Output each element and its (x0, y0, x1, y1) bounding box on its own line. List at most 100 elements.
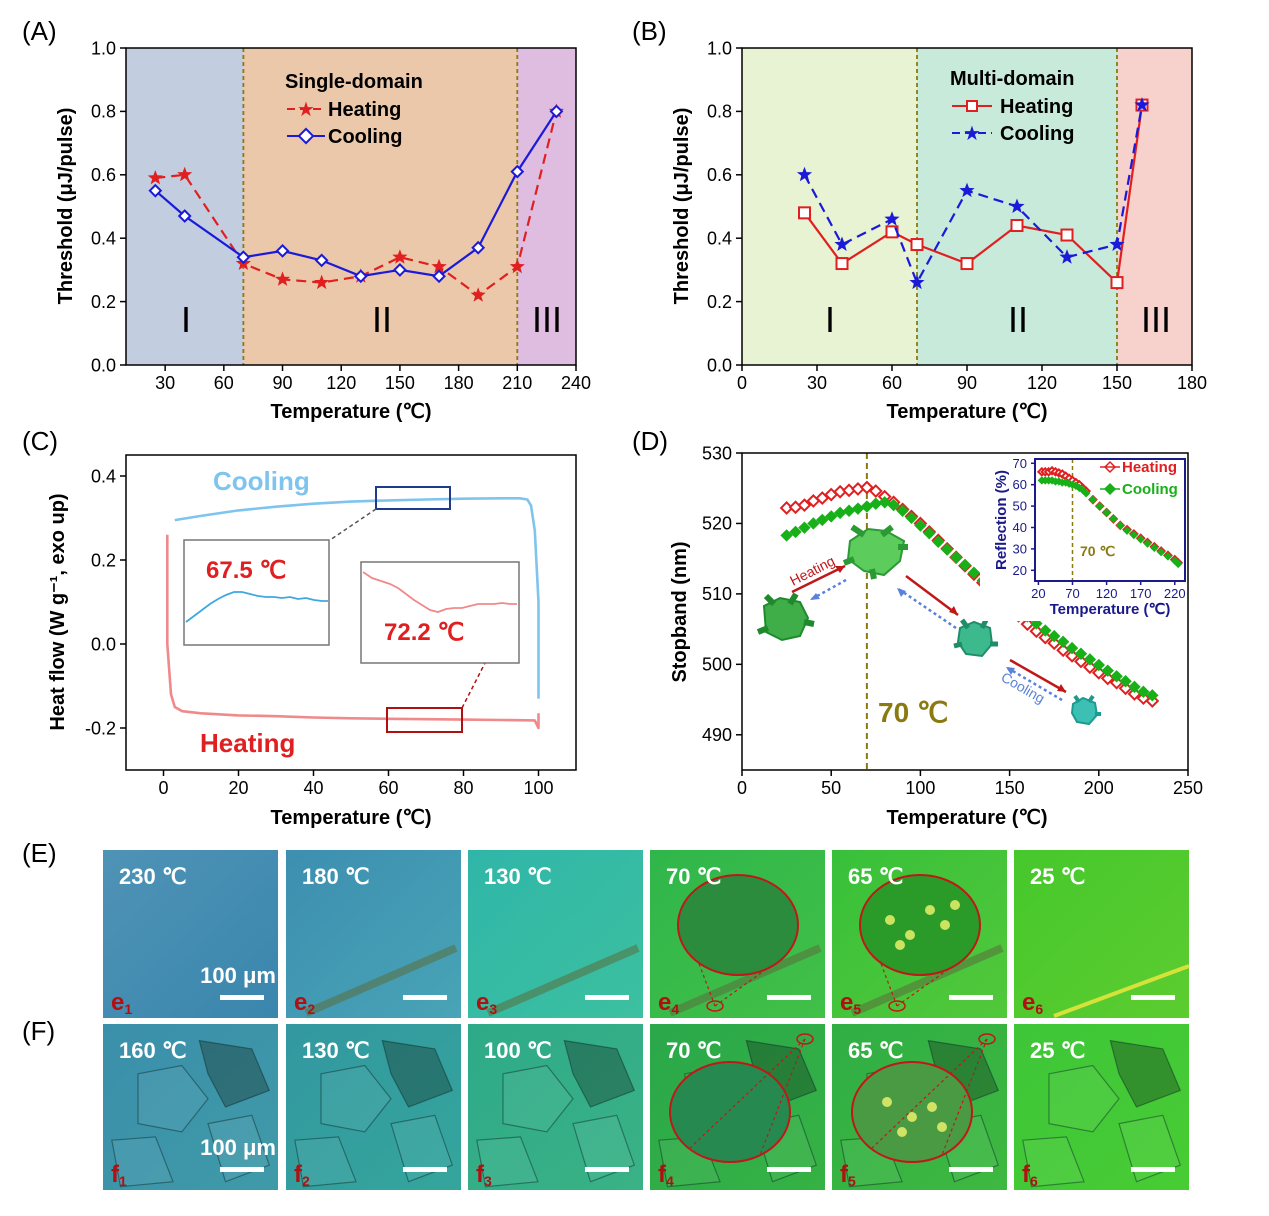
cooling-point (816, 513, 829, 527)
region-label-i: I (181, 299, 191, 340)
cooling-point (834, 236, 850, 251)
y-tick-label: 0.4 (91, 466, 116, 486)
inset-frame (1034, 458, 1186, 582)
x-tick-label: 30 (155, 373, 175, 393)
inset-cooling-point (1081, 489, 1091, 498)
legend-title: Single-domain (285, 71, 423, 93)
y-tick-label: 0.4 (707, 229, 732, 249)
molecule-mid (953, 618, 998, 658)
cooling-point (1101, 664, 1114, 677)
cooling-point (878, 496, 891, 509)
image-id: e3 (476, 989, 497, 1017)
micrograph-image (286, 850, 461, 1018)
zoom-connector (689, 1038, 806, 1149)
scale-bar (767, 995, 811, 1000)
image-id-sub: 4 (666, 1173, 674, 1189)
x-tick-label: 210 (502, 373, 532, 393)
bright-spot (885, 915, 895, 925)
heating-arrow-2 (905, 575, 959, 616)
cooling-point (789, 525, 802, 539)
micrograph-image (103, 850, 278, 1018)
zoom-connector (879, 960, 898, 1007)
x-tick-label: 40 (303, 778, 323, 798)
x-tick-label: 60 (378, 778, 398, 798)
x-tick-label: 240 (561, 373, 591, 393)
cooling-arrow-label: Cooling (999, 669, 1048, 707)
y-tick-label: 20 (1013, 563, 1027, 578)
micrograph-e1: 230 ℃ e1 100 μm (103, 850, 278, 1018)
y-tick-label: 60 (1013, 477, 1027, 492)
cooling-curve-label: Cooling (213, 466, 310, 496)
bright-spot (895, 940, 905, 950)
x-tick-label: 220 (1164, 586, 1186, 601)
inset-cooling-point (1136, 535, 1145, 544)
panel-a-chart: 30 60 90 120 150 180 210 2400.00.20.40.60.81.0 … (55, 38, 591, 423)
cooling-point (780, 529, 793, 542)
cooling-point (949, 551, 963, 564)
grain (381, 1039, 454, 1108)
molecule-small (1070, 694, 1101, 726)
region-3 (517, 48, 576, 365)
image-id-sub: 2 (307, 1001, 315, 1017)
micrograph-e2: 180 ℃ e2 (286, 850, 461, 1018)
y-tick-label: -0.2 (85, 718, 116, 738)
region-1 (126, 48, 244, 365)
cooling-point (510, 164, 525, 179)
scale-bar-label: 100 μm (200, 1135, 276, 1160)
x-tick-label: 170 (1130, 586, 1152, 601)
cooling-curve (174, 496, 540, 699)
grain (502, 1064, 574, 1133)
cooling-point (1109, 236, 1125, 251)
region-label-iii: III (1141, 299, 1171, 340)
temperature-label: 180 ℃ (302, 864, 370, 889)
region-label-iii: III (532, 299, 562, 340)
chart-series (147, 103, 564, 302)
cooling-point (923, 527, 936, 540)
y-tick-label: 1.0 (91, 38, 116, 58)
grain (1048, 1064, 1120, 1133)
zoom-connector (759, 1038, 806, 1156)
y-tick-label: 0.6 (91, 165, 116, 185)
cooling-point (471, 240, 486, 255)
image-id-sub: 6 (1030, 1173, 1038, 1189)
x-tick-label: 30 (807, 373, 827, 393)
legend-cooling-label: Cooling (1000, 123, 1074, 145)
y-tick-label: 40 (1013, 520, 1027, 535)
image-id-sub: 3 (484, 1173, 492, 1189)
image-id-letter: f (294, 1161, 303, 1188)
cooling-point (1092, 658, 1106, 672)
zoom-source (978, 1033, 996, 1045)
cooling-inset-temp: 67.5 ℃ (206, 557, 286, 584)
cooling-point (860, 500, 874, 513)
y-tick-label: 500 (702, 655, 732, 675)
heating-point (392, 249, 408, 264)
y-axis-title: Threshold (μJ/pulse) (55, 108, 77, 305)
image-id: f1 (111, 1161, 127, 1189)
x-tick-label: 50 (821, 778, 841, 798)
heating-point (859, 480, 874, 495)
cooling-point (1128, 680, 1141, 694)
cooling-point (1137, 685, 1150, 699)
x-tick-label: 60 (214, 373, 234, 393)
heating-inset-box (360, 561, 520, 664)
temperature-label: 65 ℃ (848, 864, 903, 889)
micrograph-f1: 160 ℃ f1 100 μm (103, 1024, 278, 1190)
magnified-region (859, 874, 981, 976)
x-axis-title: Temperature (℃) (886, 807, 1047, 829)
cooling-zoom-connector (329, 508, 377, 541)
inset-cooling-point (1122, 526, 1132, 535)
y-tick-label: 70 (1013, 456, 1027, 471)
inset-cooling-point (1156, 547, 1166, 557)
x-tick-label: 120 (326, 373, 356, 393)
heating-point (815, 491, 830, 505)
inset-axis-ticks: 20 70 120 170 220 20 30 40 50 60 70 (1013, 456, 1186, 601)
heating-point (835, 257, 849, 271)
region-dividers (242, 48, 519, 365)
cooling-point (1134, 97, 1150, 112)
temperature-label: 65 ℃ (848, 1038, 903, 1063)
x-tick-label: 90 (273, 373, 293, 393)
magnified-region (677, 874, 799, 976)
y-tick-label: 530 (702, 443, 732, 463)
legend-cooling-marker (297, 127, 315, 145)
x-tick-label: 60 (882, 373, 902, 393)
